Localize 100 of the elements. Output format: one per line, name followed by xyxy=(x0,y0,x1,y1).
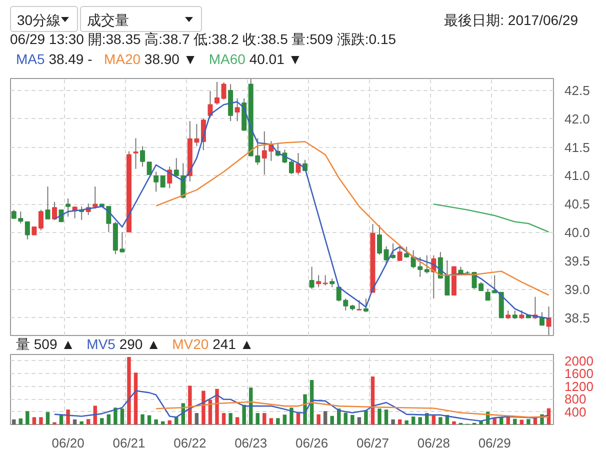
candlestick xyxy=(92,186,98,210)
y-tick-label: 40.5 xyxy=(564,196,590,212)
y-tick-label: 400 xyxy=(564,404,586,420)
text: MA5 xyxy=(16,51,45,67)
bar xyxy=(492,418,496,424)
bar xyxy=(513,418,517,424)
candlestick xyxy=(18,211,24,224)
candlestick xyxy=(66,198,71,218)
text: 241 ▲ xyxy=(212,336,254,352)
candlestick xyxy=(24,221,30,240)
text: 成交量 xyxy=(80,6,202,32)
bar xyxy=(350,414,354,424)
text: 38.90 ▼ xyxy=(144,51,198,67)
bar xyxy=(418,417,422,424)
candlestick xyxy=(208,90,213,118)
y-tick-label: 41.0 xyxy=(564,168,590,184)
bar xyxy=(80,421,84,424)
bar xyxy=(114,408,118,424)
bar xyxy=(222,413,226,424)
candlestick xyxy=(397,246,402,262)
candlestick xyxy=(133,138,138,170)
x-tick-label: 06/23 xyxy=(234,436,268,450)
y-tick-label: 1600 xyxy=(564,366,594,382)
bar xyxy=(106,414,111,424)
bar xyxy=(127,357,131,424)
bar xyxy=(262,413,266,424)
bar xyxy=(26,411,30,424)
text: 量 509 ▲ xyxy=(16,336,75,352)
y-tick-label: 40.0 xyxy=(564,225,590,240)
bar xyxy=(425,413,429,424)
candlestick xyxy=(38,209,44,231)
bar xyxy=(168,420,172,424)
bar xyxy=(72,419,77,424)
bar xyxy=(438,417,442,424)
line-series xyxy=(155,401,550,418)
bar xyxy=(228,413,232,424)
bar xyxy=(134,372,138,424)
y-tick-label: 39.0 xyxy=(564,282,590,297)
bar xyxy=(452,421,456,424)
bar xyxy=(282,414,287,424)
candlestick xyxy=(106,206,112,233)
bar xyxy=(370,376,375,424)
line-series xyxy=(155,140,550,296)
bar xyxy=(378,408,382,424)
candlestick xyxy=(167,166,172,189)
bar xyxy=(202,390,206,424)
y-tick-label: 39.5 xyxy=(564,254,590,269)
bar xyxy=(526,419,530,424)
text: 290 ▲ xyxy=(119,336,160,352)
bar xyxy=(140,414,144,424)
line-series xyxy=(433,204,550,233)
bar xyxy=(154,419,158,424)
bar xyxy=(46,412,50,424)
x-tick-label: 06/20 xyxy=(52,436,84,450)
x-tick-label: 06/26 xyxy=(296,436,328,450)
candlestick xyxy=(356,300,362,311)
x-tick-label: 06/28 xyxy=(417,436,450,450)
bar xyxy=(32,417,36,424)
bar xyxy=(296,413,300,424)
bar xyxy=(256,413,260,424)
candlestick xyxy=(316,274,322,288)
bar xyxy=(330,416,334,424)
x-tick-label: 06/27 xyxy=(356,436,390,450)
bar xyxy=(100,418,104,424)
candlestick xyxy=(221,82,226,100)
x-tick-label: 06/21 xyxy=(112,436,146,450)
y-tick-label: 800 xyxy=(564,392,586,407)
candlestick xyxy=(288,159,294,175)
bar xyxy=(86,419,90,424)
candlestick xyxy=(424,254,430,274)
text: 38.49 - xyxy=(48,51,92,67)
bar xyxy=(174,417,178,424)
bar xyxy=(215,388,219,424)
text: 40.01 ▼ xyxy=(249,51,302,67)
bar xyxy=(344,412,348,424)
bar xyxy=(269,418,274,424)
candlestick xyxy=(146,162,152,175)
bar xyxy=(323,411,328,424)
candlestick xyxy=(160,175,166,188)
candlestick xyxy=(52,201,58,221)
text: 30分線 xyxy=(10,6,78,32)
y-tick-label: 41.5 xyxy=(564,140,590,155)
x-tick-label: 06/29 xyxy=(478,436,511,450)
bar xyxy=(384,410,388,424)
candlestick xyxy=(11,209,16,220)
candlestick xyxy=(546,306,552,336)
bar xyxy=(276,418,280,424)
bar xyxy=(120,408,124,424)
bar xyxy=(39,417,43,424)
bar xyxy=(66,410,70,424)
text: 06/29 13:30 開:38.35 高:38.7 低:38.2 收:38.5 量:509 漲跌:0.15 xyxy=(9,30,398,49)
bar xyxy=(404,420,408,424)
text: MV20 xyxy=(172,336,209,352)
bar xyxy=(432,416,436,424)
candlestick xyxy=(234,98,240,122)
candlestick xyxy=(214,81,220,106)
bar xyxy=(147,415,152,424)
candlestick xyxy=(539,312,544,326)
y-tick-label: 42.0 xyxy=(564,111,590,126)
y-tick-label: 1200 xyxy=(564,378,594,394)
